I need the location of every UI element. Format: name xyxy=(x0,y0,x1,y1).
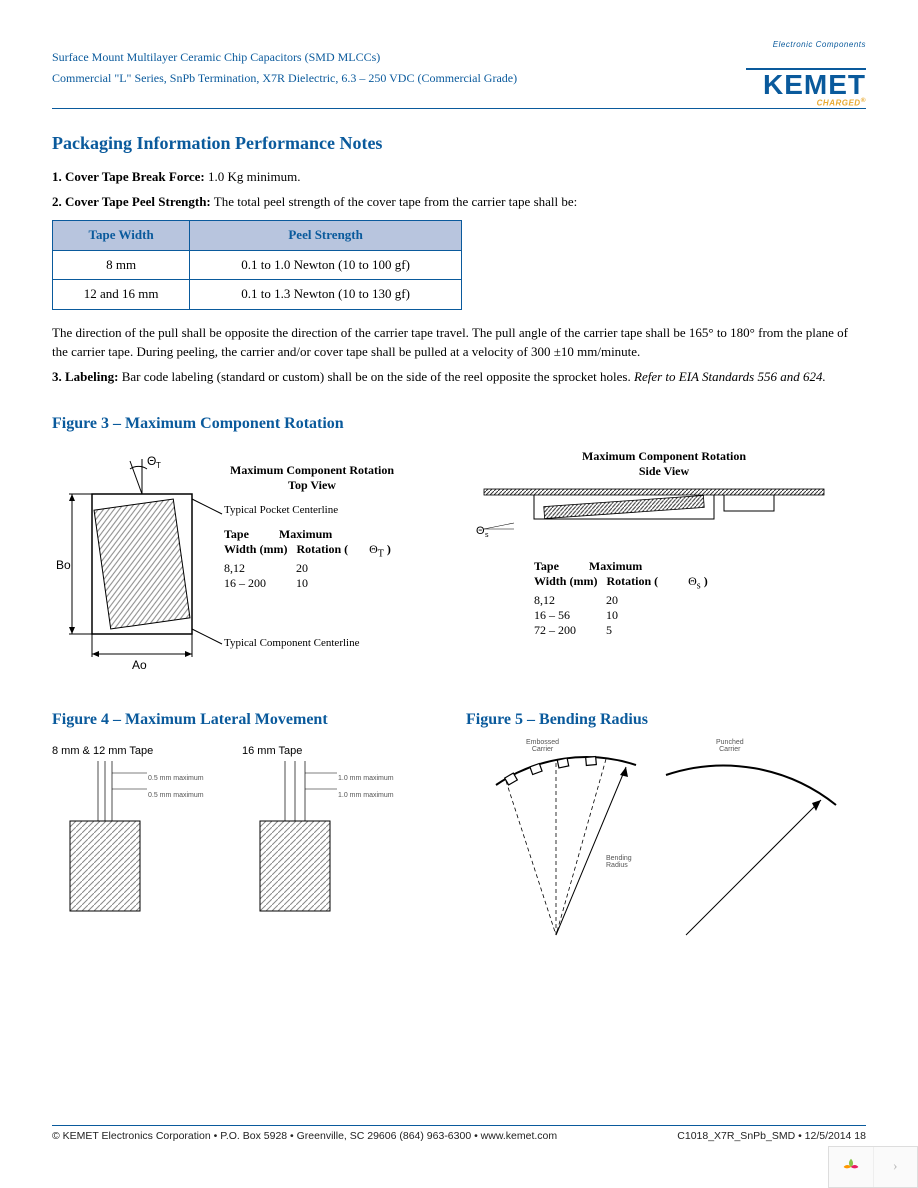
table-row: 8 mm 0.1 to 1.0 Newton (10 to 100 gf) xyxy=(53,250,462,280)
svg-text:Θ: Θ xyxy=(147,454,156,468)
note2-text: The total peel strength of the cover tap… xyxy=(211,194,578,209)
fig5-embossed-label: Embossed Carrier xyxy=(526,739,559,753)
fig3-left-heading: Maximum Component Rotation Top View xyxy=(212,463,412,493)
header-line-1: Surface Mount Multilayer Ceramic Chip Ca… xyxy=(52,48,866,67)
svg-text:Θ: Θ xyxy=(476,525,485,537)
nav-logo-icon[interactable] xyxy=(829,1147,873,1187)
svg-text:Bo: Bo xyxy=(56,558,71,572)
peel-strength-table: Tape Width Peel Strength 8 mm 0.1 to 1.0… xyxy=(52,220,462,311)
logo-sub: CHARGED xyxy=(817,98,861,107)
section-body: 1. Cover Tape Break Force: 1.0 Kg minimu… xyxy=(52,168,866,387)
figure3-row: ΘT Bo Ao Ma xyxy=(52,449,866,679)
svg-text:T: T xyxy=(156,461,161,470)
svg-text:Ao: Ao xyxy=(132,658,147,672)
fig4-right-caption: 16 mm Tape xyxy=(242,745,392,757)
figure3-title: Figure 3 – Maximum Component Rotation xyxy=(52,415,866,433)
header-rule xyxy=(52,108,866,109)
footer-left: © KEMET Electronics Corporation • P.O. B… xyxy=(52,1130,557,1142)
note3-text: Bar code labeling (standard or custom) s… xyxy=(118,369,634,384)
note3-label: 3. Labeling: xyxy=(52,369,118,384)
logo-tagline: Electronic Components xyxy=(746,40,866,49)
peel-th-1: Peel Strength xyxy=(190,220,462,250)
fig5-diagram: Embossed Carrier Punched Carrier Bending… xyxy=(466,745,866,949)
peel-th-0: Tape Width xyxy=(53,220,190,250)
note3-italic: Refer to EIA Standards 556 and 624. xyxy=(634,369,826,384)
note2-label: 2. Cover Tape Peel Strength: xyxy=(52,194,211,209)
fig3-sideview-diagram: Maximum Component Rotation Side View xyxy=(474,449,854,679)
logo-brand: KEMET xyxy=(763,69,866,100)
page-nav-widget: › xyxy=(828,1146,918,1188)
section-title-packaging: Packaging Information Performance Notes xyxy=(52,133,866,154)
svg-text:s: s xyxy=(485,532,489,539)
brand-logo: Electronic Components KEMET CHARGED® xyxy=(746,40,866,107)
page-header: Surface Mount Multilayer Ceramic Chip Ca… xyxy=(52,48,866,104)
fig4-left-caption: 8 mm & 12 mm Tape xyxy=(52,745,202,757)
chevron-right-icon: › xyxy=(893,1159,898,1175)
nav-next-button[interactable]: › xyxy=(873,1147,918,1187)
figure4-title: Figure 4 – Maximum Lateral Movement xyxy=(52,711,436,729)
fig3-right-heading: Maximum Component Rotation Side View xyxy=(474,449,854,479)
para-direction: The direction of the pull shall be oppos… xyxy=(52,324,866,362)
fig4-diagram: 8 mm & 12 mm Tape 0.5 mm maximum 0.5 mm … xyxy=(52,745,436,939)
page-footer: © KEMET Electronics Corporation • P.O. B… xyxy=(52,1125,866,1142)
fig3-left-component-label: Typical Component Centerline xyxy=(224,637,359,649)
fig3-topview-diagram: ΘT Bo Ao Ma xyxy=(52,449,432,679)
note1-text: 1.0 Kg minimum. xyxy=(205,169,301,184)
fig5-punched-label: Punched Carrier xyxy=(716,739,744,753)
note1-label: 1. Cover Tape Break Force: xyxy=(52,169,205,184)
fig3-left-pocket-label: Typical Pocket Centerline xyxy=(224,504,338,516)
fig5-bending-label: Bending Radius xyxy=(606,855,632,869)
footer-right: C1018_X7R_SnPb_SMD • 12/5/2014 18 xyxy=(677,1130,866,1142)
header-line-2: Commercial "L" Series, SnPb Termination,… xyxy=(52,69,866,88)
figure5-title: Figure 5 – Bending Radius xyxy=(466,711,866,729)
table-row: 12 and 16 mm 0.1 to 1.3 Newton (10 to 13… xyxy=(53,280,462,310)
